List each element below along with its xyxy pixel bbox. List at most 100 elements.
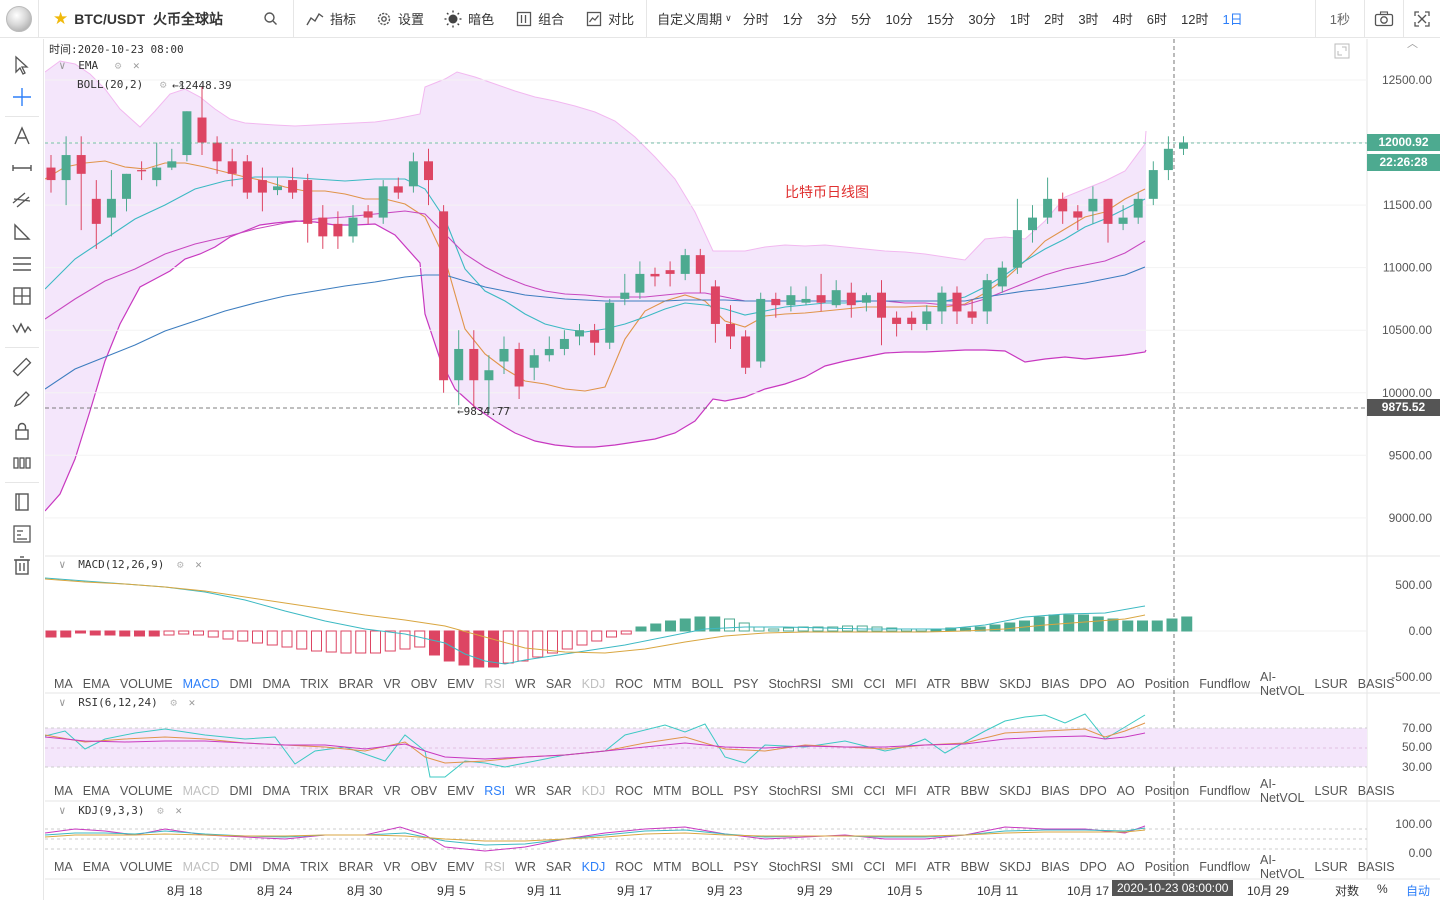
- indicator-tab-kdj[interactable]: KDJ: [581, 784, 606, 798]
- indicator-tab-macd[interactable]: MACD: [182, 860, 220, 874]
- indicator-tab-boll[interactable]: BOLL: [691, 784, 724, 798]
- channel-tool[interactable]: [0, 184, 44, 216]
- indicator-tab-smi[interactable]: SMI: [831, 677, 854, 691]
- indicator-tab-stochrsi[interactable]: StochRSI: [768, 677, 822, 691]
- indicator-tab-dmi[interactable]: DMI: [229, 784, 253, 798]
- indicator-tab-emv[interactable]: EMV: [447, 860, 475, 874]
- indicator-tab-psy[interactable]: PSY: [733, 860, 759, 874]
- indicator-tab-skdj[interactable]: SKDJ: [999, 677, 1032, 691]
- indicator-tab-trix[interactable]: TRIX: [300, 860, 329, 874]
- log-scale-toggle[interactable]: 对数: [1335, 884, 1360, 898]
- indicator-tab-dmi[interactable]: DMI: [229, 860, 253, 874]
- indicator-tab-kdj[interactable]: KDJ: [581, 677, 606, 691]
- search-button[interactable]: [263, 11, 279, 27]
- indicator-tab-bias[interactable]: BIAS: [1041, 860, 1070, 874]
- period-9[interactable]: 3时: [1078, 12, 1099, 27]
- indicator-tab-dma[interactable]: DMA: [262, 677, 291, 691]
- indicator-tab-ma[interactable]: MA: [54, 784, 73, 798]
- indicator-tab-dma[interactable]: DMA: [262, 860, 291, 874]
- indicator-tab-bbw[interactable]: BBW: [960, 860, 990, 874]
- indicator-tab-psy[interactable]: PSY: [733, 677, 759, 691]
- indicator-tab-smi[interactable]: SMI: [831, 860, 854, 874]
- refresh-interval[interactable]: 1秒: [1330, 9, 1350, 28]
- indicator-tab-ao[interactable]: AO: [1116, 784, 1135, 798]
- indicator-tab-ai-netvol[interactable]: AI-NetVOL: [1259, 670, 1305, 698]
- collapse-icon[interactable]: ∨: [59, 59, 66, 72]
- close-icon[interactable]: ✕: [178, 78, 185, 91]
- period-13[interactable]: 1日: [1222, 12, 1243, 27]
- symbol-selector[interactable]: ★ BTC/USDT 火币全球站: [53, 9, 223, 29]
- indicator-tab-bbw[interactable]: BBW: [960, 677, 990, 691]
- screenshot-button[interactable]: [1374, 10, 1394, 27]
- measure-tool[interactable]: [0, 351, 44, 383]
- delete-tool[interactable]: [0, 550, 44, 582]
- indicator-tab-macd[interactable]: MACD: [182, 677, 220, 691]
- indicator-tab-ema[interactable]: EMA: [82, 860, 110, 874]
- indicator-tab-obv[interactable]: OBV: [410, 677, 438, 691]
- indicator-tab-brar[interactable]: BRAR: [338, 860, 374, 874]
- indicator-tab-skdj[interactable]: SKDJ: [999, 784, 1032, 798]
- close-icon[interactable]: ✕: [195, 558, 202, 571]
- close-icon[interactable]: ✕: [133, 59, 140, 72]
- maximize-pane-button[interactable]: [1334, 43, 1350, 62]
- indicator-tab-fundflow[interactable]: Fundflow: [1199, 784, 1250, 798]
- crosshair-tool[interactable]: [0, 81, 44, 113]
- indicator-tab-mfi[interactable]: MFI: [895, 784, 917, 798]
- chart-area[interactable]: 12500.0012000.0011500.0011000.0010500.00…: [45, 38, 1440, 900]
- indicator-tab-psy[interactable]: PSY: [733, 784, 759, 798]
- indicator-tab-dma[interactable]: DMA: [262, 784, 291, 798]
- period-11[interactable]: 6时: [1146, 12, 1168, 27]
- star-icon[interactable]: ★: [53, 8, 69, 28]
- period-0[interactable]: 分时: [742, 12, 769, 27]
- indicator-tab-ma[interactable]: MA: [54, 677, 73, 691]
- indicator-tab-dmi[interactable]: DMI: [229, 677, 253, 691]
- indicator-tab-vr[interactable]: VR: [383, 784, 401, 798]
- indicator-tab-mtm[interactable]: MTM: [653, 677, 682, 691]
- indicator-tab-smi[interactable]: SMI: [831, 784, 854, 798]
- indicator-tab-bbw[interactable]: BBW: [960, 784, 990, 798]
- indicator-tab-atr[interactable]: ATR: [926, 784, 951, 798]
- indicator-tab-vr[interactable]: VR: [383, 860, 401, 874]
- gear-icon[interactable]: ⚙: [176, 558, 184, 571]
- gear-icon[interactable]: ⚙: [170, 696, 177, 709]
- fullscreen-button[interactable]: [1414, 10, 1430, 27]
- indicator-tab-volume[interactable]: VOLUME: [119, 677, 173, 691]
- indicator-tab-stochrsi[interactable]: StochRSI: [768, 784, 822, 798]
- indicator-tab-fundflow[interactable]: Fundflow: [1199, 860, 1250, 874]
- indicator-tab-sar[interactable]: SAR: [545, 784, 572, 798]
- indicator-tab-vr[interactable]: VR: [383, 677, 401, 691]
- indicator-tab-emv[interactable]: EMV: [447, 677, 475, 691]
- indicator-tab-trix[interactable]: TRIX: [300, 677, 329, 691]
- settings-button[interactable]: 设置: [376, 9, 424, 28]
- brush-tool[interactable]: [0, 383, 44, 415]
- indicator-tab-boll[interactable]: BOLL: [691, 860, 724, 874]
- indicator-tab-lsur[interactable]: LSUR: [1314, 860, 1348, 874]
- indicators-button[interactable]: 指标: [306, 9, 356, 28]
- dark-mode-button[interactable]: 暗色: [444, 9, 494, 28]
- indicator-tab-rsi[interactable]: RSI: [484, 784, 506, 798]
- auto-scale-toggle[interactable]: 自动: [1406, 884, 1431, 898]
- fibonacci-tool[interactable]: [0, 248, 44, 280]
- triangle-tool[interactable]: [0, 216, 44, 248]
- indicator-tab-basis[interactable]: BASIS: [1357, 784, 1395, 798]
- indicator-tab-position[interactable]: Position: [1144, 784, 1190, 798]
- chart-canvas[interactable]: 12500.0012000.0011500.0011000.0010500.00…: [45, 39, 1440, 900]
- combine-button[interactable]: 组合: [516, 9, 564, 28]
- indicator-tab-brar[interactable]: BRAR: [338, 677, 374, 691]
- custom-period-dropdown[interactable]: 自定义周期 ∨: [657, 9, 732, 28]
- indicator-tab-mfi[interactable]: MFI: [895, 677, 917, 691]
- collapse-axis-icon[interactable]: ︿: [1407, 38, 1418, 50]
- period-3[interactable]: 5分: [851, 12, 872, 27]
- indicator-tab-rsi[interactable]: RSI: [484, 860, 506, 874]
- indicator-tab-dpo[interactable]: DPO: [1079, 860, 1107, 874]
- indicator-tab-ai-netvol[interactable]: AI-NetVOL: [1259, 853, 1305, 881]
- indicator-tab-mtm[interactable]: MTM: [653, 784, 682, 798]
- indicator-tab-position[interactable]: Position: [1144, 677, 1190, 691]
- indicator-tab-lsur[interactable]: LSUR: [1314, 784, 1348, 798]
- indicator-tab-basis[interactable]: BASIS: [1357, 860, 1395, 874]
- indicator-tab-wr[interactable]: WR: [515, 860, 536, 874]
- rect-tool[interactable]: [0, 280, 44, 312]
- indicator-tab-macd[interactable]: MACD: [182, 784, 220, 798]
- indicator-tab-atr[interactable]: ATR: [926, 677, 951, 691]
- indicator-tab-cci[interactable]: CCI: [863, 784, 886, 798]
